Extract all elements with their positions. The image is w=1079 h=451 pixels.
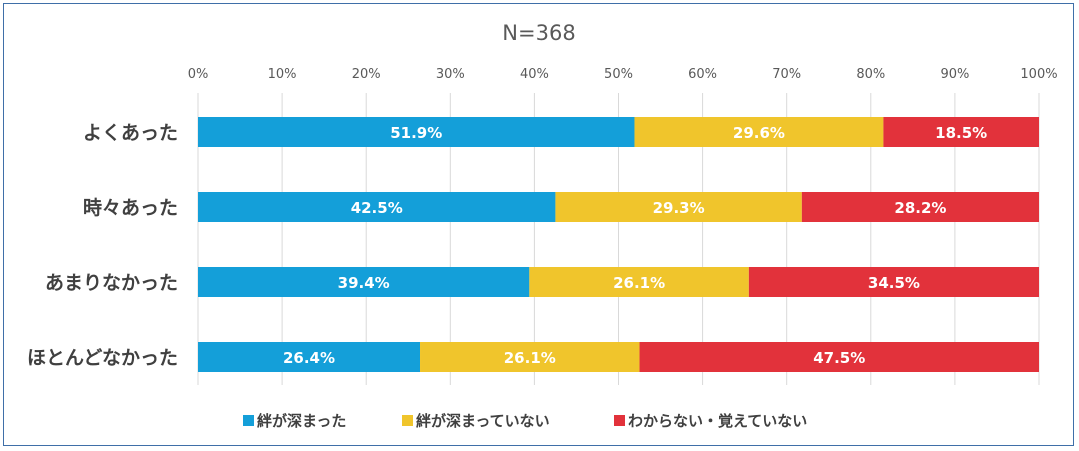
legend-swatch — [402, 415, 413, 426]
bar-segment — [198, 192, 556, 222]
bar-segment — [420, 342, 640, 372]
x-tick-label: 40% — [520, 67, 549, 82]
bar-segment — [639, 342, 1039, 372]
data-label: 47.5% — [813, 349, 865, 367]
data-label: 51.9% — [390, 124, 442, 142]
legend-swatch — [243, 415, 254, 426]
bar-segment — [198, 117, 635, 147]
category-label: あまりなかった — [45, 272, 178, 294]
data-label: 26.4% — [283, 349, 335, 367]
legend: 絆が深まった 絆が深まっていない わからない・覚えていない — [243, 412, 807, 430]
data-label: 39.4% — [338, 274, 390, 292]
bar-segment — [198, 267, 530, 297]
x-tick-label: 80% — [856, 67, 885, 82]
x-tick-label: 50% — [604, 67, 633, 82]
data-label: 42.5% — [351, 199, 403, 217]
data-label: 29.6% — [733, 124, 785, 142]
chart-title: N=368 — [502, 21, 575, 45]
data-label: 34.5% — [868, 274, 920, 292]
bar-segment — [883, 117, 1039, 147]
x-tick-label: 20% — [352, 67, 381, 82]
data-label: 26.1% — [504, 349, 556, 367]
bars: 51.9% 29.6% 18.5% 42.5% 29.3% 28.2% 39.4% 26.1%… — [198, 117, 1039, 372]
bar-segment — [555, 192, 802, 222]
bar-segment — [198, 342, 421, 372]
legend-label: 絆が深まった — [257, 412, 346, 430]
x-tick-label: 70% — [772, 67, 801, 82]
x-axis-ticks: 0% 10% 20% 30% 40% 50% 60% 70% 80% 90% 100% — [188, 67, 1058, 82]
legend-label: わからない・覚えていない — [628, 412, 807, 430]
category-label: 時々あった — [83, 197, 178, 219]
x-tick-label: 60% — [688, 67, 717, 82]
x-tick-label: 100% — [1020, 67, 1057, 82]
x-tick-label: 90% — [940, 67, 969, 82]
chart-frame — [3, 3, 1074, 446]
bar-segment — [634, 117, 884, 147]
data-label: 26.1% — [613, 274, 665, 292]
bar-segment — [748, 267, 1039, 297]
category-label: ほとんどなかった — [27, 347, 178, 369]
data-label: 28.2% — [894, 199, 946, 217]
data-label: 29.3% — [653, 199, 705, 217]
data-label: 18.5% — [935, 124, 987, 142]
x-tick-label: 0% — [188, 67, 209, 82]
bar-segment — [529, 267, 749, 297]
x-tick-label: 30% — [436, 67, 465, 82]
legend-label: 絆が深まっていない — [416, 412, 550, 430]
category-label: よくあった — [83, 122, 178, 144]
bar-segment — [801, 192, 1039, 222]
x-tick-label: 10% — [268, 67, 297, 82]
legend-swatch — [614, 415, 625, 426]
